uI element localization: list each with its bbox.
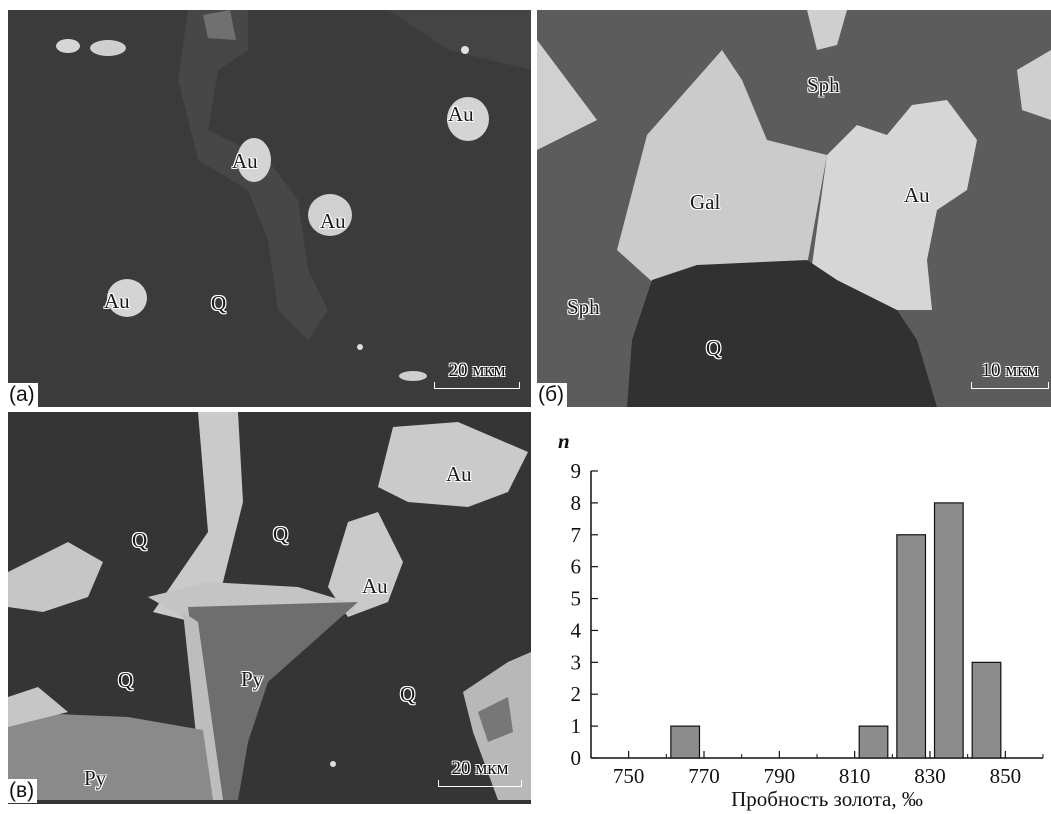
scale-bar-a: 20 мкм [434, 361, 520, 389]
mineral-label-au-top: Au [446, 462, 472, 486]
scale-bar-b: 10 мкм [971, 361, 1049, 389]
y-tick-label: 3 [571, 650, 582, 674]
mineral-label-py-bottom: Py [84, 766, 107, 790]
panel-a-backdrop [8, 10, 531, 407]
scale-bar-a-line [434, 382, 520, 389]
mineral-label-q-4: Q [400, 682, 416, 706]
x-tick-label: 790 [764, 764, 796, 788]
y-tick-label: 6 [571, 555, 582, 579]
scale-bar-c-text: 20 мкм [451, 758, 509, 779]
x-tick-label: 810 [839, 764, 871, 788]
y-tick-label: 1 [571, 714, 582, 738]
y-tick-label: 5 [571, 587, 582, 611]
mineral-label-au: Au [904, 183, 930, 207]
mineral-label-sph-left: Sph [567, 295, 600, 319]
histogram-bar [896, 534, 927, 759]
y-tick-label: 9 [571, 459, 582, 483]
mineral-label-au-4: Au [104, 289, 130, 313]
y-tick-label: 8 [571, 491, 582, 515]
scale-bar-c: 20 мкм [438, 759, 522, 787]
mineral-label-gal: Gal [690, 190, 721, 214]
x-tick-label: 750 [613, 764, 645, 788]
mineral-label-q-3: Q [118, 668, 134, 692]
panel-b-backdrop [537, 10, 1051, 407]
histogram-bar [858, 725, 889, 759]
histogram-bar [971, 661, 1002, 759]
panel-a-sem-image: Au Au Au Au Q 20 мкм (а) [8, 10, 531, 407]
chart-layer: 0 1 2 3 4 5 6 7 8 9 750 770 790 810 830 850 n Пробность з… [558, 429, 1044, 811]
mineral-label-q-2: Q [273, 522, 289, 546]
y-tick-label: 4 [571, 618, 582, 642]
panel-label-b: (б) [537, 383, 568, 407]
y-tick-label: 0 [571, 746, 582, 770]
mineral-label-sph-top: Sph [807, 73, 840, 97]
panel-b-sem-image: Sph Gal Au Sph Q 10 мкм (б) [537, 10, 1051, 407]
x-tick-label: 850 [990, 764, 1022, 788]
panel-label-a: (а) [8, 383, 38, 407]
gold-fineness-histogram: 0 1 2 3 4 5 6 7 8 9 750 770 790 810 830 850 n Пробность з… [558, 429, 1044, 811]
mineral-label-q: Q [211, 291, 227, 315]
x-axis-label: Пробность золота, ‰ [731, 787, 923, 811]
panel-c-sem-image: Au Q Q Au Q Py Q Py 20 мкм (в) [8, 412, 531, 804]
histogram-bar [670, 725, 701, 759]
mineral-label-au-3: Au [320, 209, 346, 233]
panel-c-backdrop [8, 412, 531, 804]
scale-bar-b-line [971, 382, 1049, 389]
mineral-label-au-2: Au [232, 149, 258, 173]
scale-bar-c-line [438, 780, 522, 787]
x-tick-label: 770 [688, 764, 720, 788]
y-axis-label: n [558, 429, 570, 453]
scale-bar-b-text: 10 мкм [981, 360, 1039, 381]
scale-bar-a-text: 20 мкм [448, 360, 506, 381]
y-tick-label: 7 [571, 523, 582, 547]
mineral-label-py-center: Py [241, 667, 264, 691]
mineral-label-au-mid: Au [362, 574, 388, 598]
panel-label-c: (в) [8, 779, 38, 803]
mineral-label-q-1: Q [132, 528, 148, 552]
x-tick-label: 830 [914, 764, 946, 788]
mineral-label-au-1: Au [448, 102, 474, 126]
histogram-bar [933, 502, 964, 759]
mineral-label-q: Q [706, 336, 722, 360]
y-tick-label: 2 [571, 682, 582, 706]
